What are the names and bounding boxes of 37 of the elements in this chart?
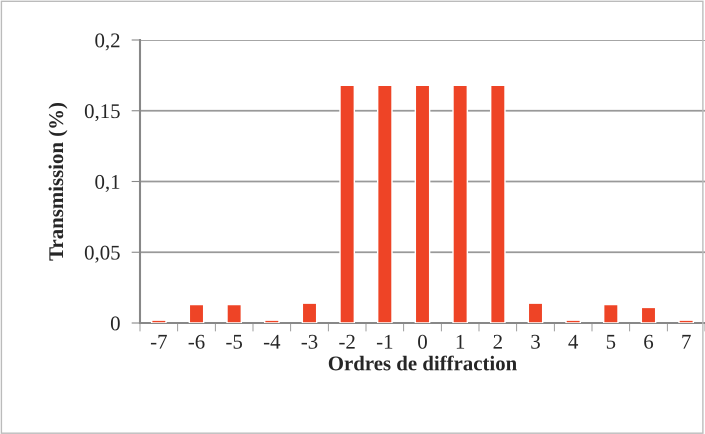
bar: [376, 84, 393, 323]
x-tick-label: 2: [494, 334, 502, 349]
x-tick-label: 6: [644, 334, 654, 349]
x-tick-label: 3: [531, 334, 540, 349]
x-tick-label: -7: [150, 334, 167, 349]
bar: [678, 319, 694, 323]
x-tick-label: -1: [376, 334, 392, 349]
bar: [640, 306, 656, 323]
bar: [188, 304, 204, 323]
bar: [339, 84, 356, 323]
y-tick-label: 0,15: [84, 104, 120, 122]
bar: [602, 304, 619, 323]
x-tick-label: 7: [682, 334, 691, 349]
y-tick-label: 0,05: [84, 246, 120, 263]
y-axis-title: Transmission (%): [48, 103, 68, 261]
y-tick-label: 0,2: [95, 33, 120, 50]
x-tick-label: 4: [568, 334, 578, 349]
bar: [150, 319, 167, 323]
y-tick-label: 0: [110, 316, 120, 330]
x-tick-label: -5: [226, 334, 242, 349]
bar: [565, 319, 582, 323]
x-tick-label: -3: [302, 334, 318, 349]
y-tick-label: 0,1: [95, 174, 120, 192]
bar: [226, 304, 242, 323]
bar: [528, 302, 544, 323]
x-tick-label: 0: [418, 334, 427, 349]
bar: [490, 84, 506, 323]
x-tick-label: -4: [264, 334, 280, 349]
x-axis-title: Ordres de diffraction: [328, 356, 517, 370]
x-tick-label: -2: [339, 334, 355, 349]
x-tick-label: 5: [606, 334, 616, 349]
bar: [414, 84, 430, 323]
bar: [302, 302, 318, 323]
bar: [264, 319, 280, 323]
x-tick-label: 1: [456, 334, 464, 349]
bar: [452, 84, 468, 323]
x-tick-label: -6: [188, 334, 205, 349]
